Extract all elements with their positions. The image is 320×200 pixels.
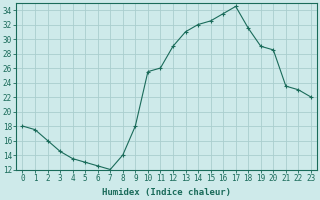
X-axis label: Humidex (Indice chaleur): Humidex (Indice chaleur)	[102, 188, 231, 197]
